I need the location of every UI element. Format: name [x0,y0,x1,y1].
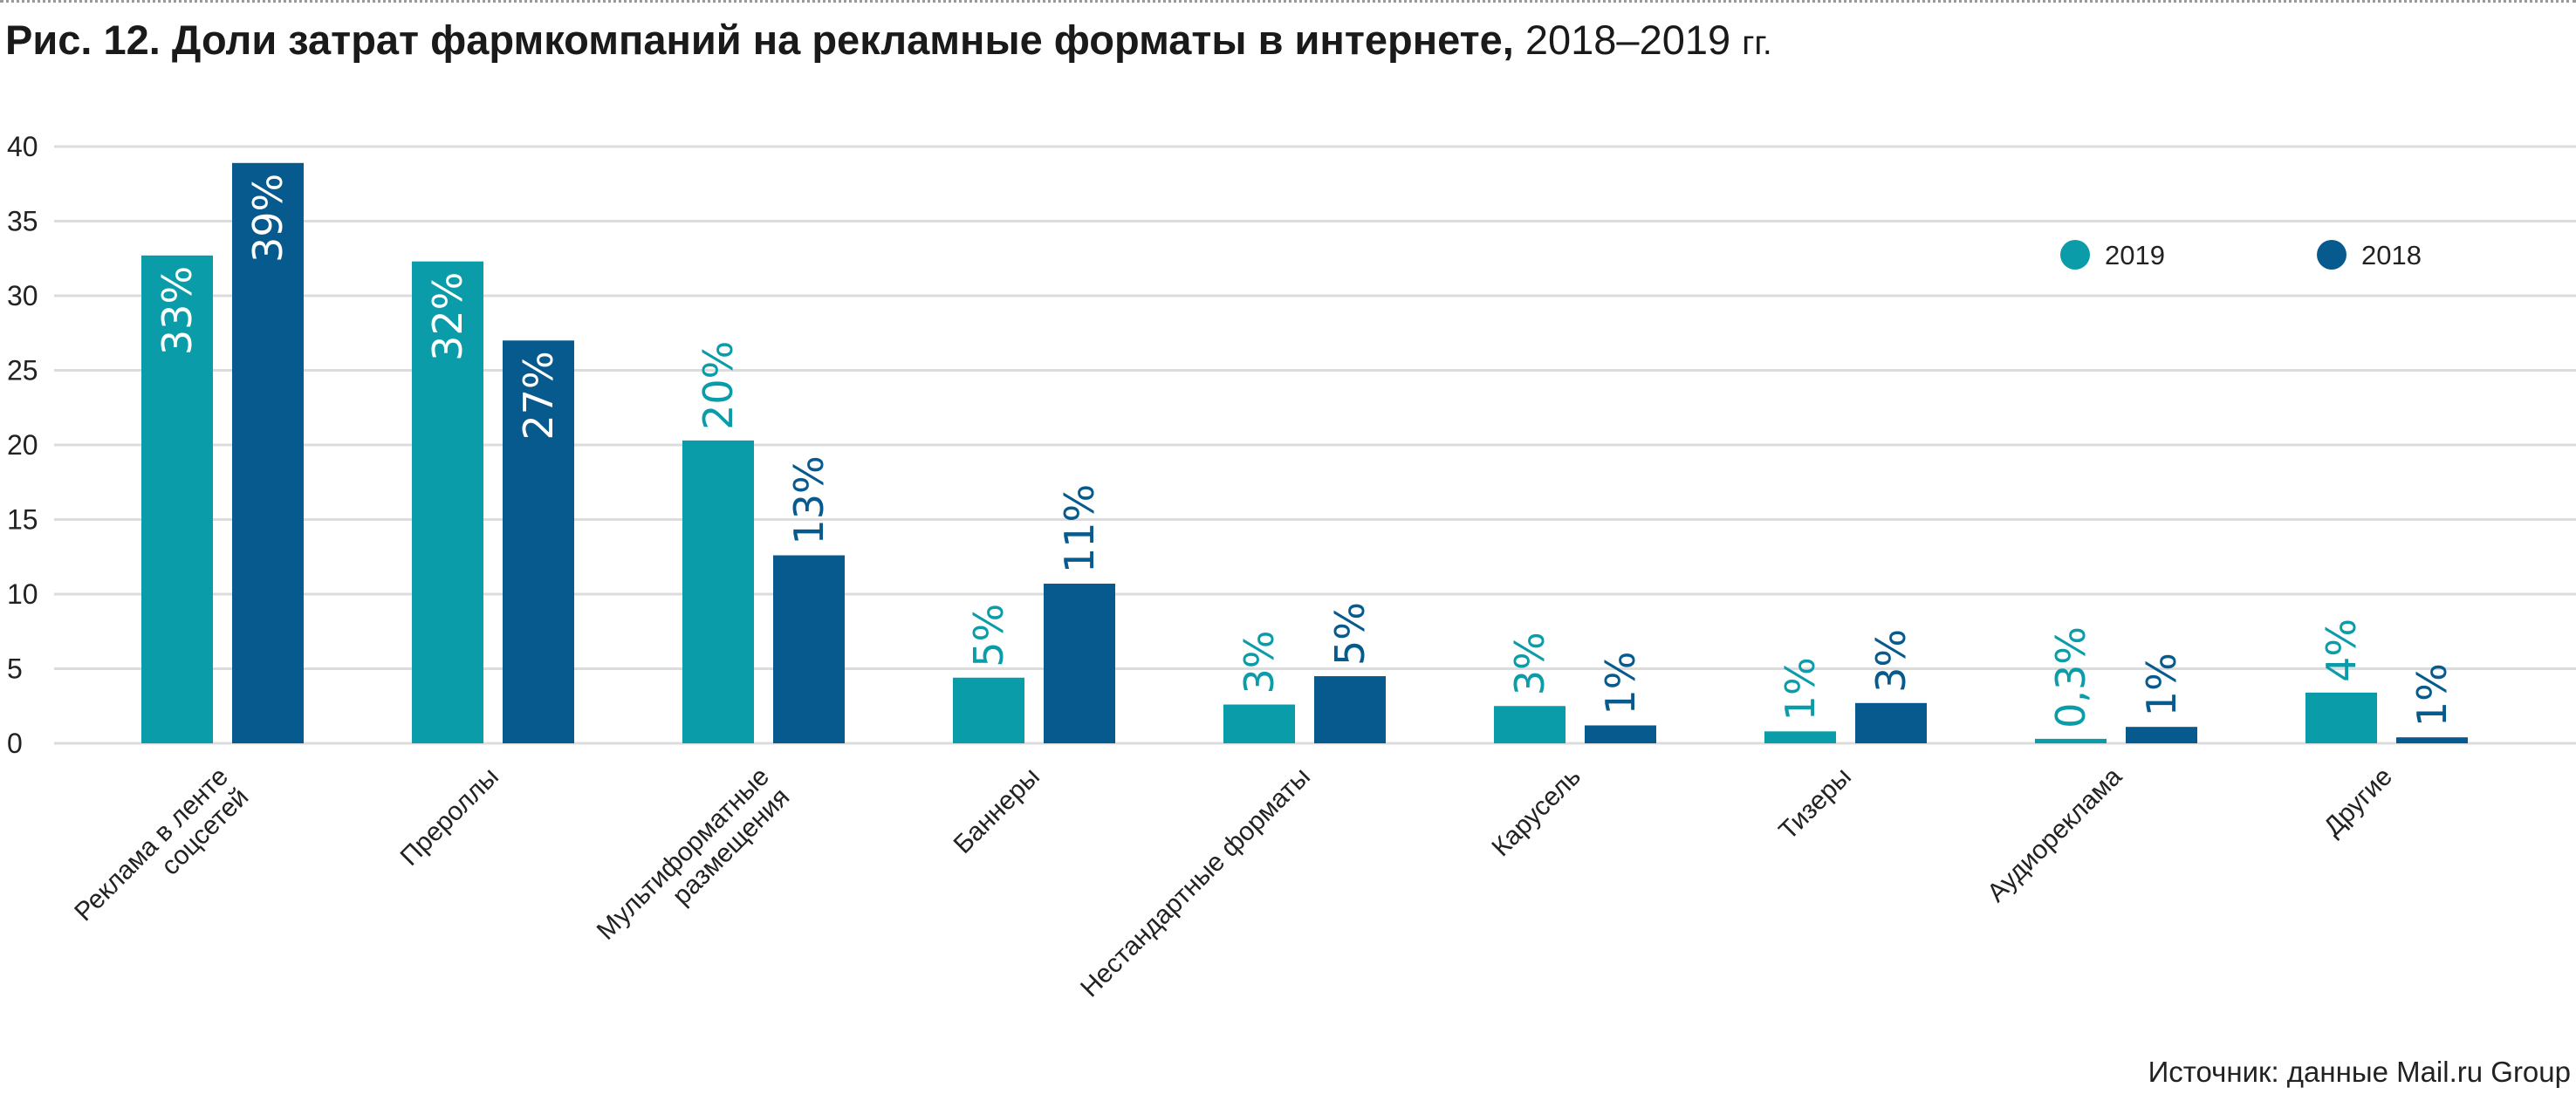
bar-2019 [412,261,483,743]
value-label-2018: 1% [1597,651,1644,715]
chart-title-unit: гг. [1742,24,1772,62]
bar-2018 [1314,676,1386,743]
category-label: Тизеры [1773,762,1857,846]
category-label: Мультиформатныеразмещения [592,762,795,966]
bars [141,162,2468,744]
chart-title-main: Рис. 12. Доли затрат фармкомпаний на рек… [5,17,1514,63]
y-tick-label: 30 [7,280,38,311]
y-tick-label: 5 [7,653,23,685]
category-label-line: Аудиореклама [1982,762,2127,907]
value-label-2019: 1% [1777,657,1824,721]
value-labels: 33% 39% 32% 27% 20% 13% 5% 11% 3% 5% 3% 1% 1% 3% 0,3% 1… [154,174,2456,728]
bar-2018 [1585,725,1656,743]
y-tick-label: 40 [7,131,38,162]
y-tick-label: 35 [7,206,38,237]
category-label: Реклама в лентесоцсетей [69,762,254,947]
chart-title: Рис. 12. Доли затрат фармкомпаний на рек… [5,16,1772,64]
category-label: Нестандартные форматы [1075,762,1316,1003]
bar-2019 [2305,692,2377,743]
y-tick-label: 20 [7,429,38,461]
category-label-line: Другие [2319,762,2398,842]
category-label: Аудиореклама [1982,762,2127,907]
bar-2019 [1764,731,1836,743]
legend-marker-2018 [2317,240,2346,270]
bar-2019 [1223,704,1295,743]
value-label-2018: 11% [1056,484,1103,573]
bar-2019 [953,677,1024,743]
category-label: Другие [2319,762,2398,842]
value-label-2018: 39% [244,174,291,263]
bar-2019 [141,255,213,744]
value-label-2018: 1% [2138,653,2185,716]
bar-2018 [1855,702,1927,743]
source-note: Источник: данные Mail.ru Group [2148,1056,2571,1088]
value-label-2019: 32% [424,272,471,361]
category-label-line: Прероллы [395,762,504,872]
category-label-line: Баннеры [949,762,1045,859]
category-label-line: Карусель [1486,762,1586,863]
value-label-2018: 13% [785,455,832,544]
bar-2019 [2035,738,2107,743]
bar-2019 [1494,706,1565,743]
value-label-2019: 0,3% [2047,626,2094,728]
value-label-2018: 1% [2408,663,2456,727]
legend: 2019 2018 [2060,240,2422,270]
category-label-line: Тизеры [1773,762,1857,846]
value-label-2019: 3% [1506,632,1553,695]
y-tick-label: 10 [7,578,38,610]
value-label-2019: 4% [2318,619,2365,682]
bar-2018 [773,555,845,743]
category-label: Баннеры [949,762,1045,859]
value-label-2019: 5% [965,604,1012,667]
category-label-line: Нестандартные форматы [1075,762,1316,1003]
bar-2018 [503,340,574,743]
value-label-2018: 3% [1867,629,1915,693]
category-label: Прероллы [395,762,504,872]
bar-2018 [232,162,304,743]
axis-labels: 0 5 10 15 20 25 30 35 40 Реклама в лентесоцсетей П… [7,131,2398,1002]
value-label-2019: 20% [695,341,742,430]
top-dotted-rule [0,0,2576,3]
value-label-2018: 27% [515,351,562,440]
bar-2018 [1044,584,1115,743]
legend-marker-2019 [2060,240,2090,270]
legend-label-2019: 2019 [2105,240,2165,270]
y-tick-label: 15 [7,504,38,536]
category-label: Карусель [1486,762,1586,863]
value-label-2018: 5% [1326,602,1374,666]
bar-2018 [2396,737,2468,743]
value-label-2019: 3% [1236,631,1283,694]
bar-2018 [2126,727,2197,743]
chart-title-years: 2018–2019 [1524,17,1731,63]
bar-2019 [682,440,754,743]
y-tick-label: 25 [7,355,38,386]
category-label-line: Мультиформатные [592,762,775,946]
legend-label-2018: 2018 [2361,240,2422,270]
value-label-2019: 33% [154,266,201,355]
y-tick-label: 0 [7,728,23,759]
